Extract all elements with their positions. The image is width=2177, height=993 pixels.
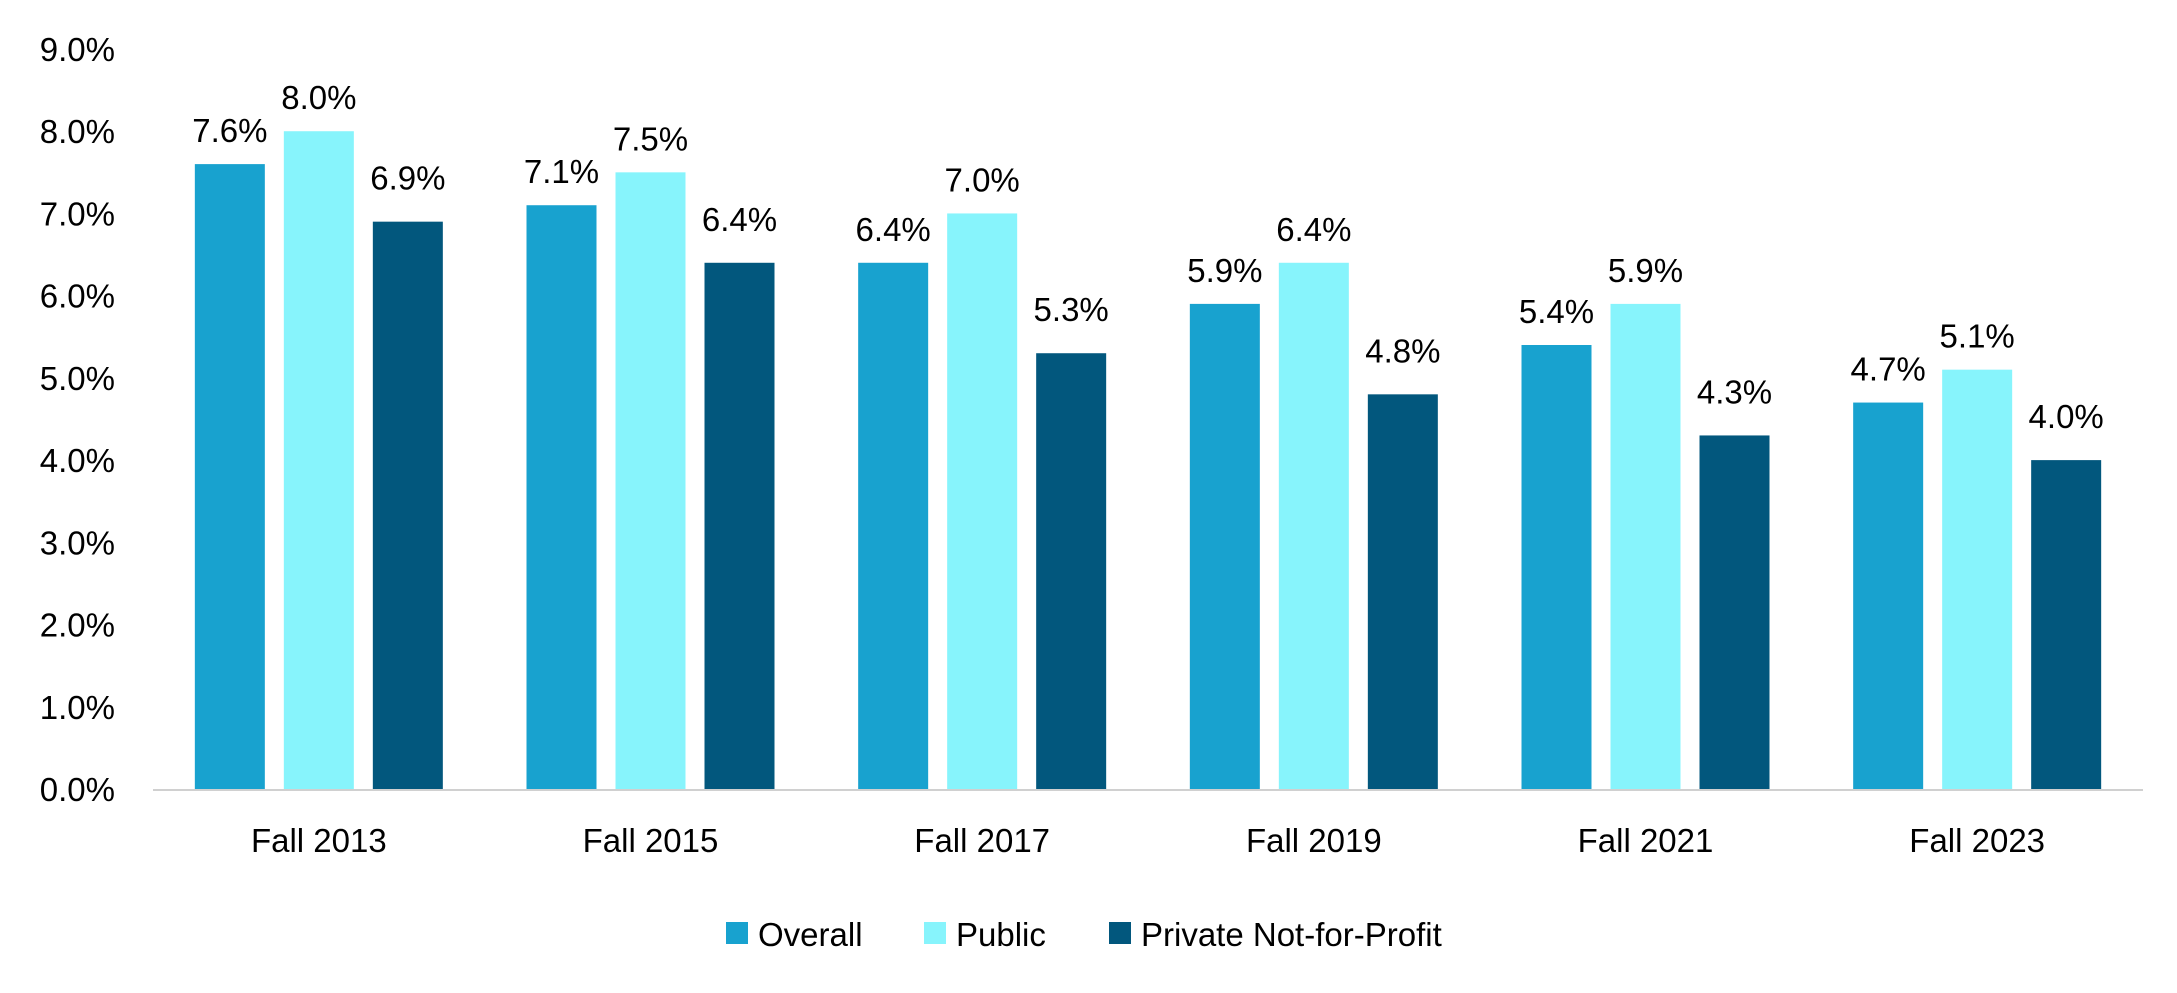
data-label: 6.4% <box>856 211 931 248</box>
bar-public <box>283 131 354 789</box>
bar-private-not-for-profit <box>1699 435 1770 789</box>
data-label: 4.3% <box>1697 373 1772 410</box>
x-category-label: Fall 2021 <box>1578 822 1714 859</box>
legend-swatch <box>1109 922 1131 944</box>
legend-swatch <box>924 922 946 944</box>
bar-private-not-for-profit <box>704 262 775 789</box>
bar-private-not-for-profit <box>2031 460 2102 789</box>
bar-private-not-for-profit <box>372 221 443 789</box>
data-label: 7.0% <box>945 161 1020 198</box>
bar-public <box>1278 262 1349 789</box>
data-label: 5.9% <box>1187 252 1262 289</box>
x-category-label: Fall 2019 <box>1246 822 1382 859</box>
bar-overall <box>858 262 929 789</box>
bar-overall <box>194 164 265 790</box>
y-tick-label: 1.0% <box>40 689 115 726</box>
bar-overall <box>1189 303 1260 789</box>
y-tick-label: 3.0% <box>40 524 115 561</box>
x-axis: Fall 2013 Fall 2015 Fall 2017 Fall 2019 Fall… <box>251 822 2045 859</box>
legend-label: Private Not-for-Profit <box>1141 916 1442 953</box>
bar-overall <box>1521 345 1592 789</box>
data-labels: 7.6% 8.0% 6.9% 7.1% 7.5% 6.4% 6.4% 7.0% 5.3% 5.9%… <box>192 79 2104 435</box>
data-label: 4.0% <box>2029 398 2104 435</box>
bar-public <box>1610 303 1681 789</box>
x-category-label: Fall 2015 <box>583 822 719 859</box>
y-tick-label: 5.0% <box>40 360 115 397</box>
bar-public <box>1942 369 2013 789</box>
y-tick-label: 4.0% <box>40 442 115 479</box>
data-label: 6.9% <box>370 160 445 197</box>
data-label: 5.9% <box>1608 252 1683 289</box>
data-label: 7.6% <box>192 112 267 149</box>
y-tick-label: 2.0% <box>40 607 115 644</box>
legend-label: Public <box>956 916 1046 953</box>
y-tick-label: 8.0% <box>40 113 115 150</box>
data-label: 8.0% <box>281 79 356 116</box>
data-label: 7.1% <box>524 153 599 190</box>
y-tick-label: 7.0% <box>40 195 115 232</box>
y-tick-label: 0.0% <box>40 771 115 808</box>
data-label: 4.7% <box>1851 351 1926 388</box>
bar-overall <box>526 205 597 789</box>
data-label: 4.8% <box>1365 332 1440 369</box>
data-label: 5.4% <box>1519 293 1594 330</box>
bar-private-not-for-profit <box>1367 394 1438 789</box>
bar-public <box>615 172 686 790</box>
data-label: 6.4% <box>1276 211 1351 248</box>
x-category-label: Fall 2017 <box>914 822 1050 859</box>
bar-private-not-for-profit <box>1036 353 1107 789</box>
data-label: 5.3% <box>1034 291 1109 328</box>
data-label: 6.4% <box>702 201 777 238</box>
data-label: 5.1% <box>1940 318 2015 355</box>
x-category-label: Fall 2023 <box>1909 822 2045 859</box>
x-category-label: Fall 2013 <box>251 822 387 859</box>
legend-label: Overall <box>758 916 863 953</box>
bar-overall <box>1853 402 1924 789</box>
y-axis: 0.0% 1.0% 2.0% 3.0% 4.0% 5.0% 6.0% 7.0% 8.0% 9.0% <box>40 31 115 808</box>
y-tick-label: 9.0% <box>40 31 115 68</box>
legend: Overall Public Private Not-for-Profit <box>726 916 1442 953</box>
y-tick-label: 6.0% <box>40 278 115 315</box>
bars <box>194 131 2102 790</box>
legend-swatch <box>726 922 748 944</box>
data-label: 7.5% <box>613 120 688 157</box>
bar-public <box>947 213 1018 789</box>
